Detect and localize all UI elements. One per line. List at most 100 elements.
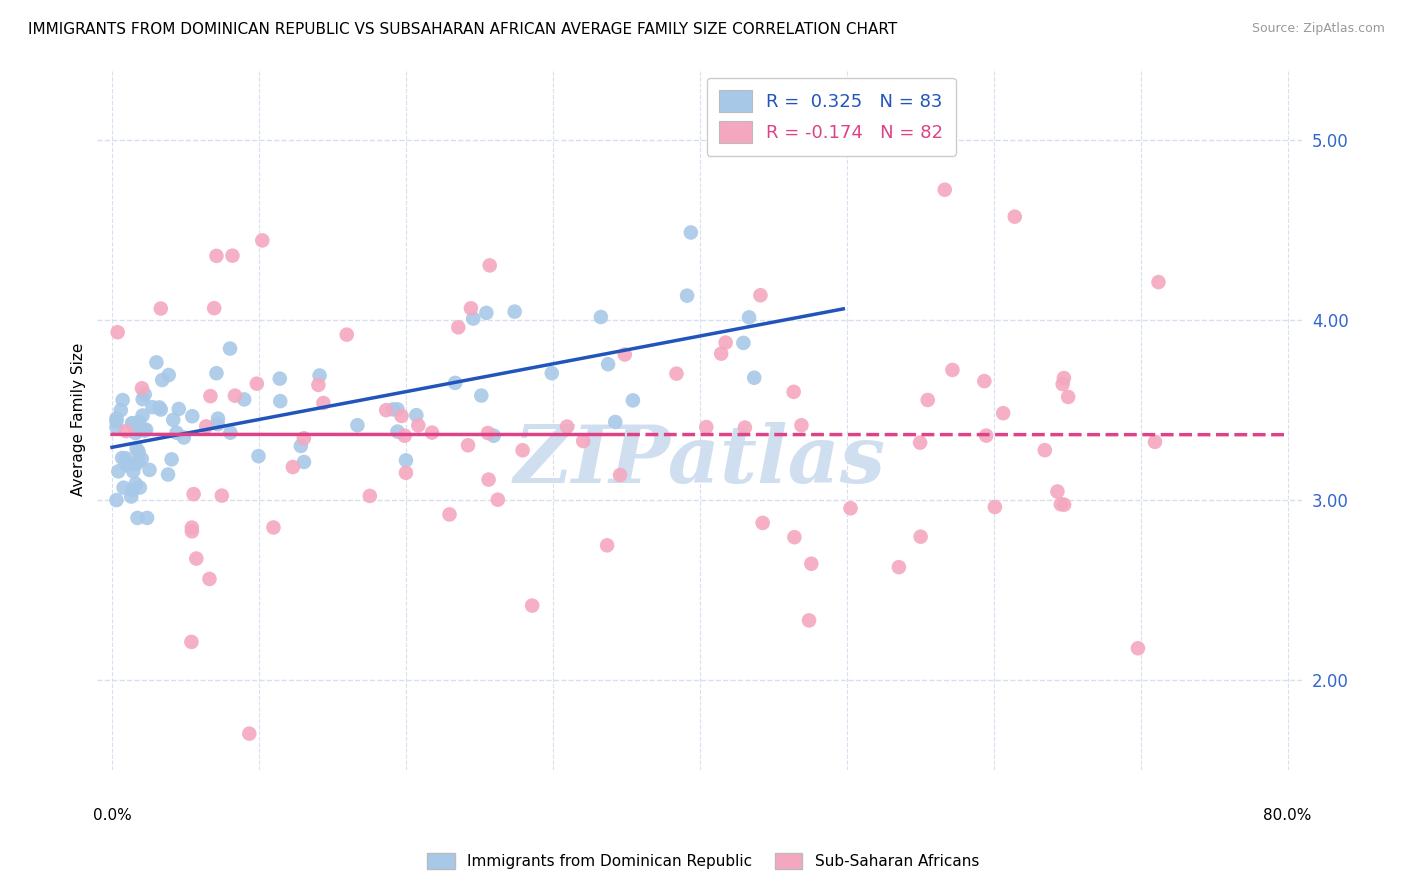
Point	[110, 403, 132, 417]
Point	[749, 288, 772, 302]
Point	[183, 487, 205, 501]
Point	[503, 304, 526, 318]
Point	[359, 489, 381, 503]
Point	[738, 310, 761, 325]
Point	[486, 492, 509, 507]
Point	[800, 557, 823, 571]
Point	[131, 409, 153, 423]
Point	[131, 381, 153, 395]
Point	[910, 530, 932, 544]
Point	[180, 524, 202, 539]
Point	[387, 425, 409, 439]
Point	[475, 306, 498, 320]
Point	[1052, 377, 1074, 392]
Point	[405, 408, 427, 422]
Point	[589, 310, 612, 324]
Point	[281, 460, 304, 475]
Legend: Immigrants from Dominican Republic, Sub-Saharan Africans: Immigrants from Dominican Republic, Sub-…	[420, 847, 986, 875]
Point	[121, 417, 143, 431]
Point	[375, 403, 398, 417]
Text: ZIPatlas: ZIPatlas	[513, 423, 886, 500]
Point	[105, 411, 128, 425]
Point	[1053, 498, 1076, 512]
Point	[246, 376, 269, 391]
Point	[695, 420, 717, 434]
Point	[121, 417, 143, 431]
Point	[269, 394, 291, 409]
Point	[198, 572, 221, 586]
Point	[1046, 484, 1069, 499]
Point	[145, 355, 167, 369]
Point	[991, 406, 1014, 420]
Point	[128, 454, 150, 468]
Text: 0.0%: 0.0%	[93, 808, 131, 823]
Point	[111, 393, 134, 408]
Point	[1033, 443, 1056, 458]
Point	[134, 424, 156, 438]
Point	[395, 466, 418, 480]
Point	[1053, 371, 1076, 385]
Point	[114, 451, 136, 466]
Point	[149, 402, 172, 417]
Point	[512, 443, 534, 458]
Text: Source: ZipAtlas.com: Source: ZipAtlas.com	[1251, 22, 1385, 36]
Point	[605, 415, 627, 429]
Point	[149, 301, 172, 316]
Point	[520, 599, 543, 613]
Point	[127, 511, 149, 525]
Point	[477, 425, 499, 440]
Point	[790, 418, 813, 433]
Point	[205, 249, 228, 263]
Point	[167, 401, 190, 416]
Point	[202, 301, 225, 315]
Point	[439, 508, 461, 522]
Point	[420, 425, 443, 440]
Point	[477, 473, 499, 487]
Point	[482, 428, 505, 442]
Point	[941, 363, 963, 377]
Point	[105, 493, 128, 508]
Point	[463, 311, 485, 326]
Point	[173, 430, 195, 444]
Point	[186, 551, 208, 566]
Point	[665, 367, 688, 381]
Point	[1049, 497, 1071, 511]
Point	[307, 378, 329, 392]
Point	[160, 452, 183, 467]
Point	[391, 409, 413, 423]
Point	[572, 434, 595, 448]
Point	[224, 389, 246, 403]
Point	[211, 489, 233, 503]
Point	[839, 501, 862, 516]
Point	[205, 366, 228, 380]
Point	[447, 320, 470, 334]
Point	[470, 388, 492, 402]
Point	[292, 431, 315, 445]
Point	[1147, 275, 1170, 289]
Point	[387, 402, 409, 417]
Point	[125, 457, 148, 471]
Point	[125, 442, 148, 456]
Point	[207, 411, 229, 425]
Point	[112, 481, 135, 495]
Point	[292, 455, 315, 469]
Point	[394, 428, 416, 442]
Legend: R =  0.325   N = 83, R = -0.174   N = 82: R = 0.325 N = 83, R = -0.174 N = 82	[707, 78, 956, 156]
Point	[115, 458, 138, 472]
Point	[131, 392, 153, 407]
Point	[128, 444, 150, 458]
Point	[797, 614, 820, 628]
Point	[195, 419, 218, 434]
Point	[346, 418, 368, 433]
Point	[395, 453, 418, 467]
Point	[974, 428, 997, 442]
Point	[269, 371, 291, 385]
Point	[783, 384, 806, 399]
Text: IMMIGRANTS FROM DOMINICAN REPUBLIC VS SUBSAHARAN AFRICAN AVERAGE FAMILY SIZE COR: IMMIGRANTS FROM DOMINICAN REPUBLIC VS SU…	[28, 22, 897, 37]
Point	[128, 415, 150, 429]
Point	[135, 423, 157, 437]
Point	[107, 325, 129, 339]
Point	[131, 451, 153, 466]
Point	[540, 366, 562, 380]
Point	[136, 511, 159, 525]
